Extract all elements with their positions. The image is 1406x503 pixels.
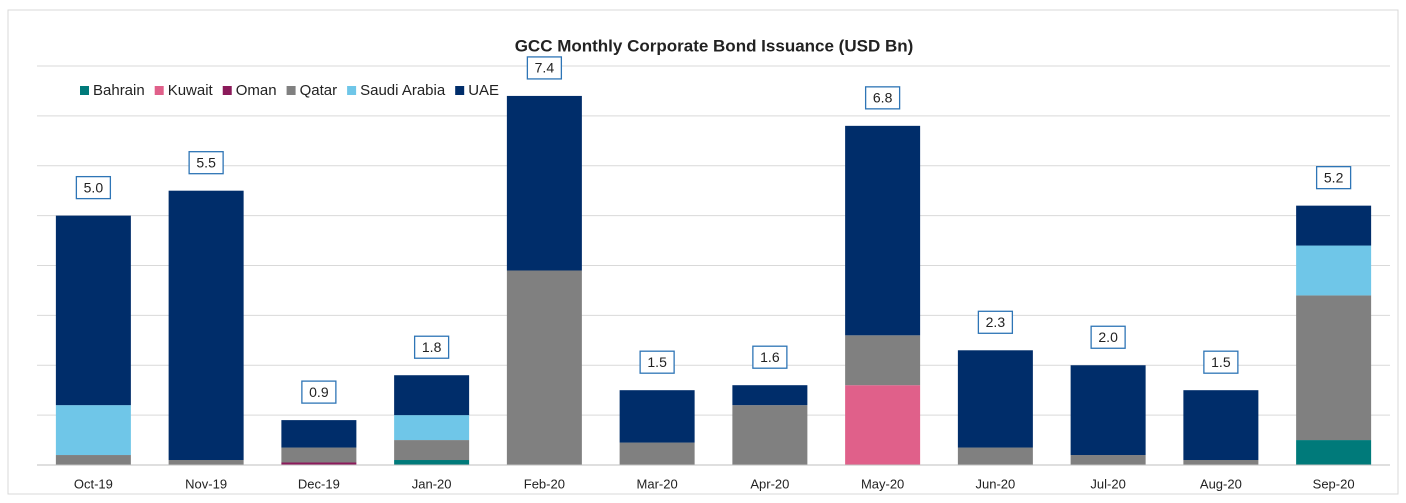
total-label-box bbox=[1315, 165, 1352, 190]
total-label-box bbox=[864, 86, 901, 110]
legend-swatch bbox=[80, 86, 89, 95]
x-tick-label: Jun-20 bbox=[976, 476, 1016, 491]
x-tick-label: Jul-20 bbox=[1090, 476, 1125, 491]
bar-segment bbox=[957, 350, 1033, 448]
bar-segment bbox=[281, 420, 357, 448]
bar-segment bbox=[55, 215, 131, 406]
x-tick-label: Aug-20 bbox=[1200, 476, 1242, 491]
bar-segment bbox=[732, 385, 808, 406]
bar-segment bbox=[619, 442, 695, 465]
x-tick-label: May-20 bbox=[861, 476, 904, 491]
bar-segment bbox=[1296, 245, 1372, 296]
bar-segment bbox=[1296, 295, 1372, 441]
bar-segment bbox=[394, 440, 470, 461]
total-label-box bbox=[301, 380, 337, 404]
bar-segment bbox=[281, 462, 357, 465]
total-label: 2.3 bbox=[986, 314, 1006, 330]
bar-segment bbox=[394, 415, 470, 441]
total-label: 1.5 bbox=[1211, 354, 1231, 370]
total-label: 0.9 bbox=[309, 384, 329, 400]
bar-segment bbox=[394, 460, 470, 465]
legend-swatch bbox=[347, 86, 357, 95]
total-label-box bbox=[413, 335, 450, 359]
bar-segment bbox=[506, 270, 582, 465]
bar-segment bbox=[1183, 460, 1259, 465]
x-tick-label: Sep-20 bbox=[1313, 476, 1355, 491]
total-label-box bbox=[1203, 350, 1239, 374]
bar-segment bbox=[168, 190, 244, 461]
bar-segment bbox=[394, 375, 470, 416]
total-label-box bbox=[188, 151, 224, 175]
bar-segment bbox=[281, 447, 357, 463]
total-label-box bbox=[639, 350, 675, 374]
total-label: 1.5 bbox=[647, 354, 667, 370]
bar-segment bbox=[1070, 365, 1146, 456]
legend-label: Bahrain bbox=[93, 82, 145, 99]
bar-segment bbox=[1070, 455, 1146, 465]
bar-segment bbox=[55, 455, 131, 465]
legend-swatch bbox=[286, 86, 296, 95]
bar-segment bbox=[55, 405, 131, 456]
total-label: 6.8 bbox=[873, 90, 893, 106]
total-label-box bbox=[526, 56, 563, 80]
total-label: 7.4 bbox=[535, 60, 555, 76]
bar-segment bbox=[619, 390, 695, 443]
legend-label: Saudi Arabia bbox=[360, 82, 446, 99]
total-label: 1.6 bbox=[760, 349, 780, 365]
total-label: 2.0 bbox=[1098, 329, 1118, 345]
total-label: 1.8 bbox=[422, 339, 442, 355]
legend-label: Kuwait bbox=[168, 82, 214, 99]
chart-title: GCC Monthly Corporate Bond Issuance (USD… bbox=[515, 36, 914, 55]
total-label-box bbox=[1090, 325, 1126, 349]
legend-swatch bbox=[455, 86, 465, 95]
x-tick-label: Mar-20 bbox=[637, 476, 678, 491]
total-label-box bbox=[977, 310, 1014, 334]
total-label: 5.5 bbox=[196, 154, 216, 170]
total-label-box bbox=[75, 175, 112, 200]
total-label: 5.0 bbox=[84, 179, 104, 195]
x-tick-label: Nov-19 bbox=[185, 476, 227, 491]
x-tick-label: Feb-20 bbox=[524, 476, 565, 491]
bar-segment bbox=[506, 95, 582, 271]
bar-segment bbox=[845, 125, 921, 336]
x-tick-label: Apr-20 bbox=[750, 476, 789, 491]
legend-swatch bbox=[222, 86, 232, 95]
total-label-box bbox=[752, 345, 788, 369]
bar-segment bbox=[168, 460, 244, 465]
bar-segment bbox=[1296, 205, 1372, 246]
legend-label: Oman bbox=[236, 82, 277, 99]
bar-segment bbox=[845, 385, 921, 465]
x-tick-label: Oct-19 bbox=[74, 476, 113, 491]
bar-segment bbox=[845, 335, 921, 386]
legend-label: UAE bbox=[468, 82, 499, 99]
bar-segment bbox=[1296, 440, 1372, 465]
total-label: 5.2 bbox=[1324, 169, 1344, 185]
x-tick-label: Jan-20 bbox=[412, 476, 452, 491]
bar-segment bbox=[1183, 390, 1259, 461]
bar-segment bbox=[957, 447, 1033, 465]
legend-swatch bbox=[154, 86, 164, 95]
x-tick-label: Dec-19 bbox=[298, 476, 340, 491]
bar-segment bbox=[732, 405, 808, 465]
legend-label: Qatar bbox=[300, 82, 338, 99]
